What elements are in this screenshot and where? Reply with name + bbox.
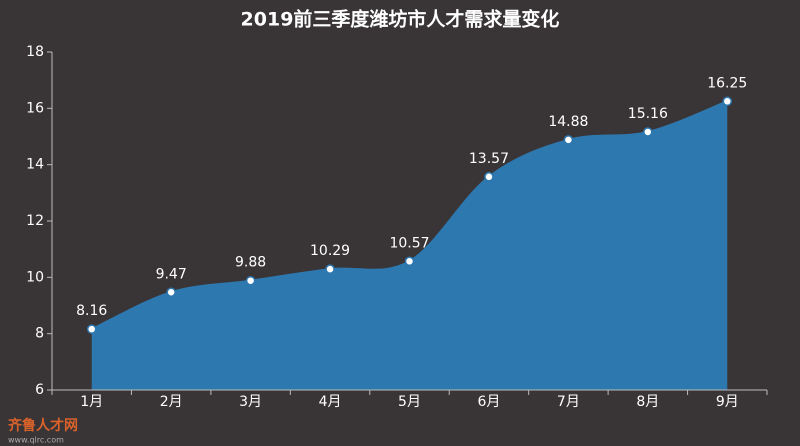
point: [86, 324, 97, 334]
watermark-url: www.qlrc.com: [8, 436, 64, 445]
watermark-logo: 齐鲁人才网: [8, 417, 78, 434]
point: [325, 264, 335, 274]
point: [166, 287, 176, 298]
chart-title: 2019前三季度潍坊市人才需求量变化: [241, 8, 560, 31]
value-label: 9.47: [156, 266, 187, 282]
y-tick-label: 6: [35, 382, 44, 398]
y-tick-label: 16: [26, 100, 44, 116]
value-label: 16.25: [707, 75, 747, 91]
point: [404, 256, 415, 267]
value-label: 15.16: [628, 106, 668, 122]
y-tick-label: 14: [26, 157, 44, 173]
point: [484, 172, 494, 182]
x-tick-label: 3月: [239, 394, 262, 410]
area: [91, 101, 728, 391]
x-tick-label: 8月: [636, 394, 659, 410]
value-label: 9.88: [235, 255, 266, 271]
value-label: 13.57: [469, 151, 509, 167]
point: [722, 96, 733, 107]
y-tick-label: 10: [26, 269, 44, 285]
x-tick-label: 2月: [160, 394, 183, 410]
value-label: 10.57: [389, 235, 429, 251]
x-tick-label: 1月: [80, 394, 103, 410]
y-tick-label: 12: [26, 213, 44, 229]
value-label: 10.29: [310, 243, 350, 259]
point: [563, 135, 574, 145]
y-tick-label: 18: [26, 44, 44, 60]
x-tick-label: 5月: [398, 394, 421, 410]
x-tick-label: 4月: [319, 394, 342, 410]
point: [643, 127, 653, 137]
point: [245, 275, 256, 286]
x-tick-label: 9月: [716, 394, 739, 410]
x-tick-label: 6月: [477, 394, 500, 410]
value-label: 14.88: [548, 114, 588, 130]
y-tick-label: 8: [35, 326, 44, 342]
value-label: 8.16: [76, 303, 107, 319]
x-tick-label: 7月: [557, 394, 580, 410]
